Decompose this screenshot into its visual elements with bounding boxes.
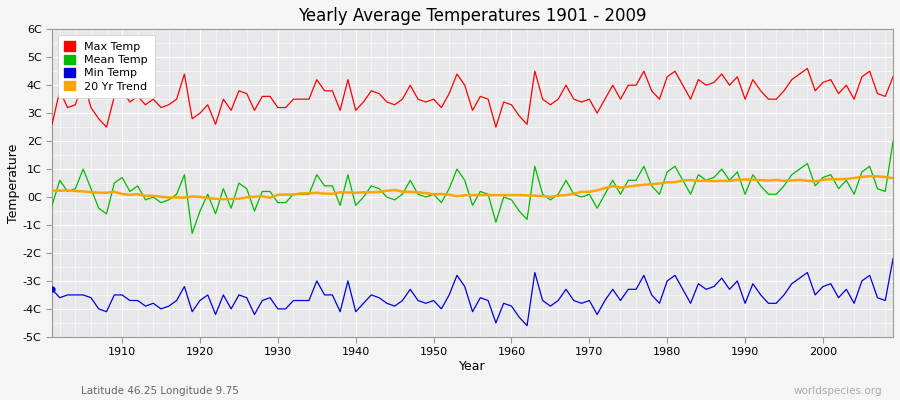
Text: Latitude 46.25 Longitude 9.75: Latitude 46.25 Longitude 9.75 — [81, 386, 239, 396]
X-axis label: Year: Year — [459, 360, 486, 373]
Text: worldspecies.org: worldspecies.org — [794, 386, 882, 396]
Title: Yearly Average Temperatures 1901 - 2009: Yearly Average Temperatures 1901 - 2009 — [298, 7, 647, 25]
Legend: Max Temp, Mean Temp, Min Temp, 20 Yr Trend: Max Temp, Mean Temp, Min Temp, 20 Yr Tre… — [58, 35, 155, 98]
Y-axis label: Temperature: Temperature — [7, 143, 20, 223]
